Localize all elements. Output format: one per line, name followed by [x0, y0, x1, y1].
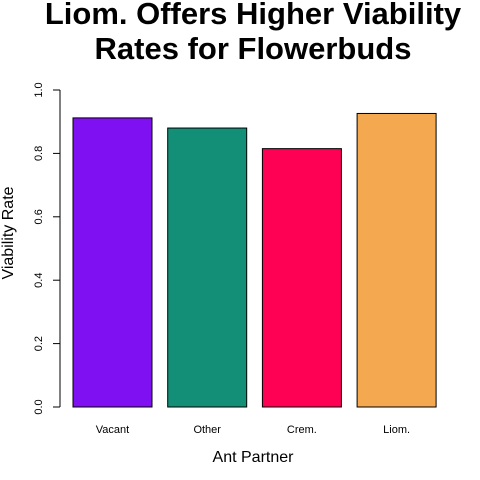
chart-title-line-2: Rates for Flowerbuds [95, 31, 412, 66]
y-tick-label: 0.8 [33, 146, 45, 161]
x-axis-label: Ant Partner [213, 449, 295, 466]
y-tick-label: 0.2 [33, 336, 45, 351]
bars-group [72, 112, 437, 408]
bar-vacant [72, 117, 153, 408]
y-tick-label: 0.4 [33, 273, 45, 288]
x-axis-labels: Vacant Other Crem. Liom. [96, 424, 410, 436]
chart-title-line-1: Liom. Offers Higher Viability [45, 0, 462, 31]
y-tick-label: 0.0 [33, 399, 45, 414]
y-tick-label: 1.0 [33, 82, 45, 97]
x-tick-label: Crem. [287, 424, 317, 436]
x-tick-label: Vacant [96, 424, 129, 436]
x-tick-label: Liom. [383, 424, 410, 436]
y-tick-label: 0.6 [33, 209, 45, 224]
y-axis-label: Viability Rate [0, 186, 17, 279]
bar-other [167, 127, 248, 408]
y-axis: 0.0 0.2 0.4 0.6 0.8 1.0 [33, 82, 61, 415]
x-tick-label: Other [193, 424, 221, 436]
bar-crem [261, 148, 342, 408]
bar-liom [356, 112, 437, 408]
